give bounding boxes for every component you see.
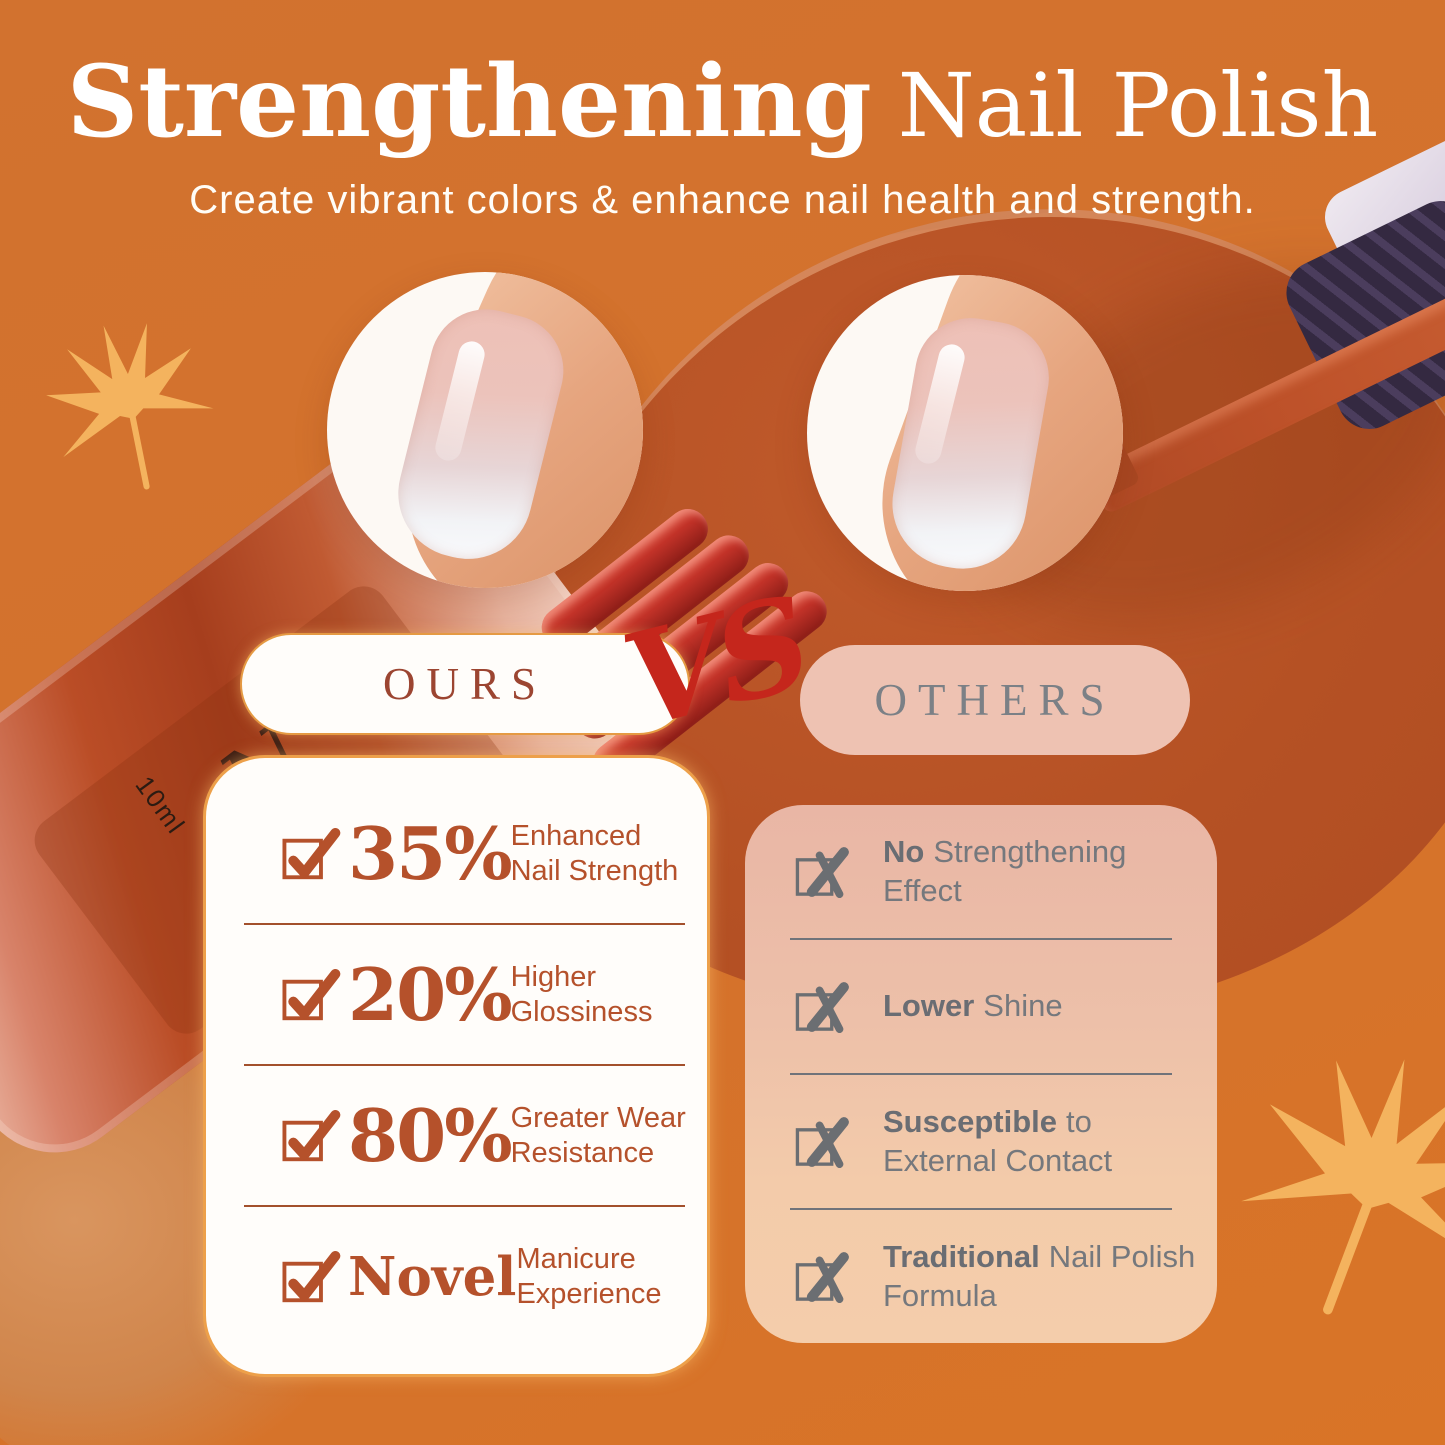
others-row: Lower Shine xyxy=(745,940,1217,1073)
nail-closeup-left xyxy=(327,272,643,588)
ours-row-label: Manicure Experience xyxy=(516,1242,662,1310)
ours-comparison-card: 35% Enhanced Nail Strength 20% Higher Glossin… xyxy=(203,755,710,1377)
ours-row-value: 20% xyxy=(348,952,513,1037)
ours-heading-pill: OURS xyxy=(240,633,690,735)
ours-row-divider xyxy=(244,1205,685,1207)
ours-row: 35% Enhanced Nail Strength xyxy=(206,784,707,923)
others-row: No Strengthening Effect xyxy=(745,805,1217,938)
ours-row: 20% Higher Glossiness xyxy=(206,925,707,1064)
cross-icon xyxy=(793,844,855,900)
title-rest: Nail Polish xyxy=(897,54,1379,157)
ours-row-label: Greater Wear Resistance xyxy=(510,1101,686,1169)
checkmark-icon xyxy=(280,967,342,1023)
cross-icon xyxy=(793,1249,855,1305)
page-title: Strengthening Nail Polish xyxy=(0,44,1445,160)
ours-row-label: Higher Glossiness xyxy=(510,960,653,1028)
others-heading-label: OTHERS xyxy=(874,675,1116,725)
maple-leaf-icon xyxy=(1206,1021,1445,1354)
others-comparison-card: No Strengthening Effect Lower Shine Susceptib… xyxy=(745,805,1217,1343)
ours-row: 80% Greater Wear Resistance xyxy=(206,1066,707,1205)
others-row-label: Lower Shine xyxy=(883,988,1063,1024)
ours-heading-label: OURS xyxy=(382,659,548,709)
others-row-divider xyxy=(790,1073,1172,1075)
others-row: Traditional Nail Polish Formula xyxy=(745,1210,1217,1343)
ours-rows: 35% Enhanced Nail Strength 20% Higher Glossin… xyxy=(206,784,707,1346)
ours-row: Novel Manicure Experience xyxy=(206,1207,707,1346)
cross-icon xyxy=(793,979,855,1035)
nail-closeup-right xyxy=(807,275,1123,591)
ours-row-value: Novel xyxy=(348,1245,517,1308)
ours-row-divider xyxy=(244,923,685,925)
others-row: Susceptible to External Contact xyxy=(745,1075,1217,1208)
title-emphasis: Strengthening xyxy=(66,44,872,160)
ours-row-value: 80% xyxy=(348,1093,513,1178)
ours-row-divider xyxy=(244,1064,685,1066)
others-row-label: No Strengthening Effect xyxy=(883,833,1127,908)
ours-row-label: Enhanced Nail Strength xyxy=(510,819,679,887)
page-subtitle: Create vibrant colors & enhance nail hea… xyxy=(189,178,1256,222)
checkmark-icon xyxy=(280,1249,342,1305)
ours-row-value: 35% xyxy=(348,811,513,896)
others-heading-pill: OTHERS xyxy=(800,645,1190,755)
checkmark-icon xyxy=(280,826,342,882)
maple-leaf-icon xyxy=(19,295,240,516)
others-row-label: Susceptible to External Contact xyxy=(883,1103,1113,1178)
others-row-divider xyxy=(790,1208,1172,1210)
others-row-divider xyxy=(790,938,1172,940)
checkmark-icon xyxy=(280,1108,342,1164)
others-row-label: Traditional Nail Polish Formula xyxy=(883,1238,1196,1313)
cross-icon xyxy=(793,1114,855,1170)
others-rows: No Strengthening Effect Lower Shine Susceptib… xyxy=(745,805,1217,1343)
